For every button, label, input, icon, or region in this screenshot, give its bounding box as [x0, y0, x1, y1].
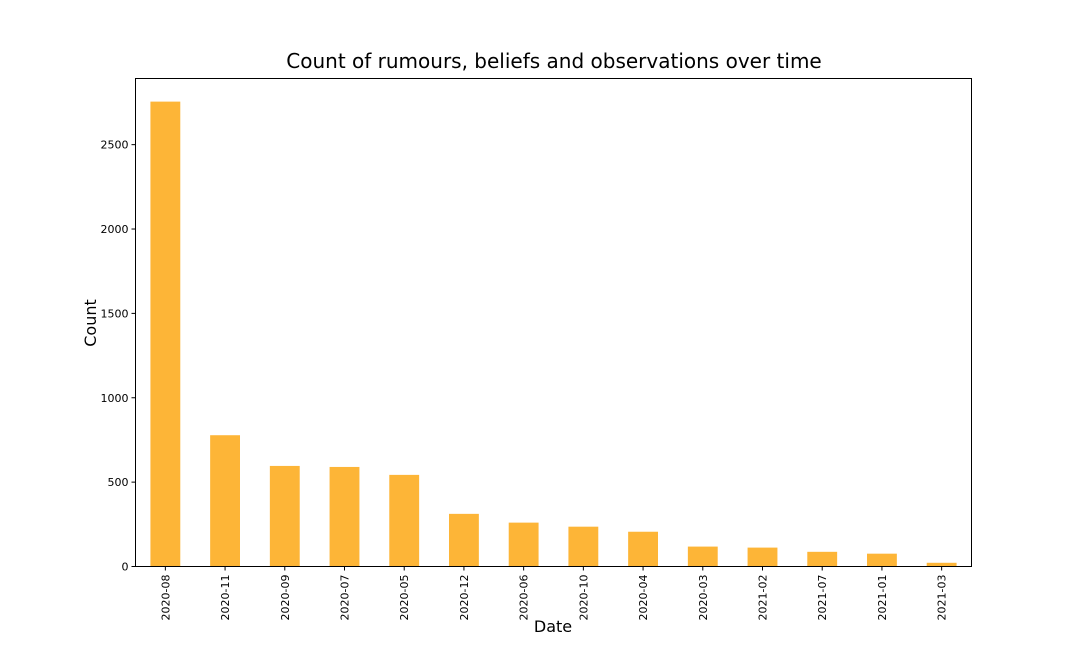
bar-2020-08 — [150, 101, 181, 567]
bar-2020-11 — [210, 435, 240, 567]
x-tick-label: 2020-08 — [159, 575, 172, 621]
y-tick-label: 2500 — [101, 139, 129, 152]
bar-2020-06 — [508, 522, 539, 567]
y-tick-label: 1000 — [101, 392, 129, 405]
x-tick-label: 2020-09 — [279, 575, 292, 621]
x-tick-label: 2020-11 — [219, 575, 232, 621]
x-tick-label: 2020-06 — [518, 575, 531, 621]
bar-2020-12 — [449, 513, 479, 567]
bar-2021-07 — [807, 551, 838, 567]
bar-2020-07 — [329, 466, 360, 567]
bar-2020-05 — [389, 474, 420, 567]
chart-title: Count of rumours, beliefs and observatio… — [286, 49, 821, 73]
bar-2020-09 — [269, 465, 300, 567]
y-tick-label: 500 — [108, 476, 129, 489]
bar-2020-04 — [628, 531, 658, 567]
bar-2021-02 — [747, 547, 778, 567]
y-tick-label: 2000 — [101, 223, 129, 236]
x-tick-label: 2020-12 — [458, 575, 471, 621]
x-axis: 2020-08 2020-11 2020-09 2020-07 2020-05 2020-… — [159, 566, 949, 621]
x-tick-label: 2021-07 — [816, 575, 829, 621]
bar-2020-03 — [687, 546, 718, 567]
x-tick-label: 2020-07 — [339, 575, 352, 621]
bars-group — [150, 101, 957, 567]
y-axis-label: Count — [81, 299, 100, 347]
x-tick-label: 2020-04 — [637, 575, 650, 621]
bar-2021-01 — [867, 553, 897, 567]
x-tick-label: 2021-01 — [876, 575, 889, 621]
y-tick-label: 0 — [122, 561, 129, 574]
bar-2021-03 — [926, 562, 957, 567]
x-tick-label: 2021-02 — [757, 575, 770, 621]
x-tick-label: 2020-03 — [697, 575, 710, 621]
x-axis-label: Date — [534, 617, 572, 636]
plot-frame — [135, 78, 972, 567]
x-tick-label: 2020-05 — [398, 575, 411, 621]
x-tick-label: 2021-03 — [936, 575, 949, 621]
x-tick-label: 2020-10 — [577, 575, 590, 621]
bar-2020-10 — [568, 526, 599, 567]
y-tick-label: 1500 — [101, 307, 129, 320]
y-axis: 0 500 1000 1500 2000 2500 — [101, 139, 136, 574]
